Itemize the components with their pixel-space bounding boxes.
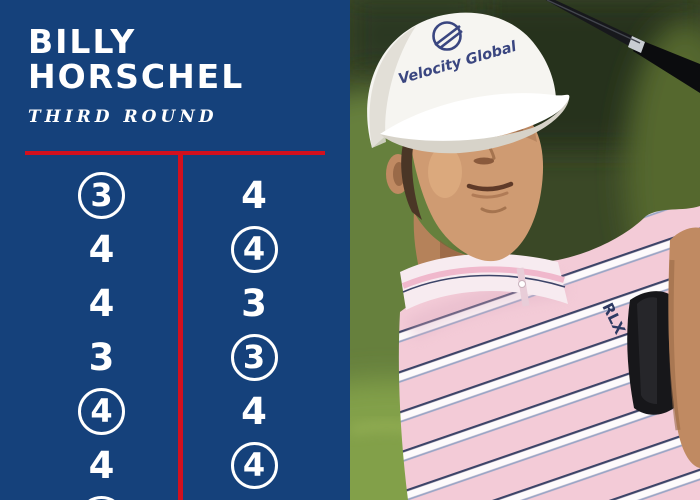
player-last-name: HORSCHEL [28,57,245,96]
score-cell: 4 [183,438,325,492]
score: 4 [241,173,267,217]
score-cell: 3 [25,330,178,384]
score-cell [25,492,178,500]
golf-club-icon [545,0,700,93]
golfer-photo: Velocity Global RLX [350,0,700,500]
score-cell: 4 [183,222,325,276]
score-cell: 3 [183,330,325,384]
player-name: BILLY HORSCHEL [28,24,244,94]
score: 4 [88,227,115,271]
circled-score [78,495,125,500]
score-cell: 4 [25,438,178,492]
round-subtitle: THIRD ROUND [28,107,218,127]
cap-logo-icon [432,21,463,51]
score: 4 [88,281,115,325]
golfer-cap: Velocity Global [367,12,570,154]
scores-right-column: 4 4 3 3 4 4 [183,168,325,492]
scorecard-vertical-divider [178,151,183,500]
shirt-collar [400,253,568,310]
scorecard-horizontal-divider [25,151,325,155]
circled-score: 4 [230,225,278,273]
score: 3 [241,281,267,325]
circled-score: 4 [78,387,125,435]
circled-score: 3 [78,171,125,219]
circled-score: 3 [230,333,278,381]
score-cell: 4 [25,384,178,438]
score: 4 [241,389,267,433]
score-cell: 3 [183,276,325,330]
score-cell: 3 [25,168,178,222]
scorecard-panel: BILLY HORSCHEL THIRD ROUND 3 4 4 3 4 4 4 4 3 3 4 4 [0,0,350,500]
player-first-name: BILLY [28,22,137,61]
score-cell: 4 [25,276,178,330]
scores-left-column: 3 4 4 3 4 4 [25,168,178,500]
circled-score: 4 [230,441,278,489]
score-cell: 4 [183,384,325,438]
golfer-ear [386,140,422,220]
score-cell: 4 [183,168,325,222]
score: 4 [88,443,115,487]
score: 3 [88,335,115,379]
score-cell: 4 [25,222,178,276]
